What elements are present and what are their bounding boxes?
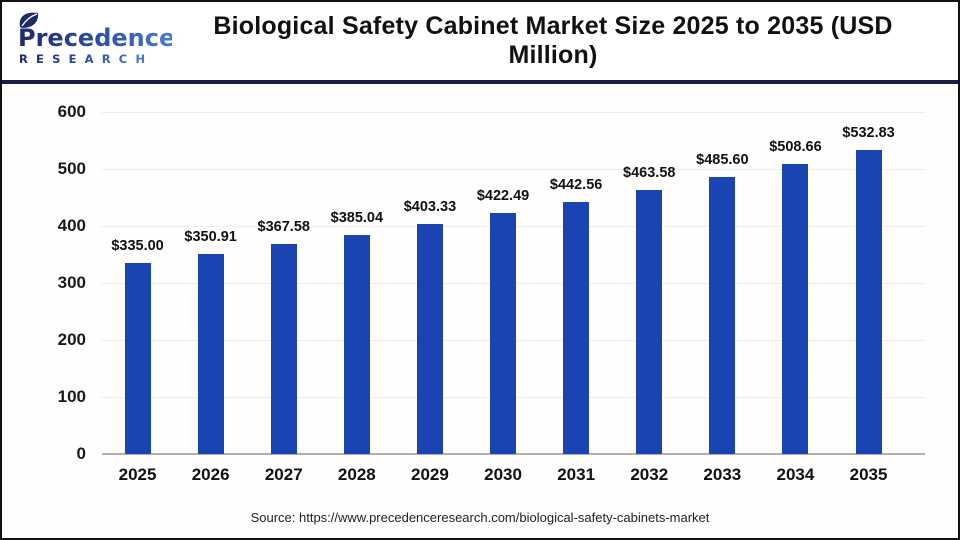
x-tick-label-2031: 2031 <box>557 465 596 484</box>
x-tick-label-2027: 2027 <box>264 465 303 484</box>
logo-subtitle-text: RESEARCH <box>19 52 153 66</box>
bar-2028 <box>343 234 370 454</box>
logo-leaf-icon <box>19 12 39 28</box>
bar-value-label-2032: $463.58 <box>623 164 676 181</box>
x-tick-label-2032: 2032 <box>630 465 669 484</box>
bar-2026 <box>197 253 224 454</box>
precedence-research-logo: Precedence RESEARCH <box>16 10 175 73</box>
gridline-600 <box>102 111 925 113</box>
y-tick-label-500: 500 <box>57 159 86 178</box>
bar-2027 <box>270 244 297 454</box>
y-tick-label-400: 400 <box>57 216 86 235</box>
bar-value-label-2031: $442.56 <box>549 176 603 193</box>
bar-value-label-2033: $485.60 <box>696 152 749 169</box>
header: Precedence RESEARCH Biological Safety Ca… <box>2 2 958 80</box>
bar-value-label-2028: $385.04 <box>330 209 384 226</box>
x-tick-label-2033: 2033 <box>703 465 742 484</box>
header-divider <box>2 80 958 84</box>
bar-2029 <box>416 224 443 454</box>
bar-value-label-2027: $367.58 <box>257 219 310 236</box>
bar-value-label-2025: $335.00 <box>111 238 164 255</box>
bar-2031 <box>563 201 590 454</box>
y-tick-label-200: 200 <box>57 330 86 349</box>
page-title: Biological Safety Cabinet Market Size 20… <box>213 12 893 69</box>
logo-brand-text: Precedence <box>18 24 172 52</box>
bar-2033 <box>709 177 736 454</box>
x-tick-label-2025: 2025 <box>118 465 157 484</box>
bar-2030 <box>490 213 517 454</box>
x-tick-label-2030: 2030 <box>484 465 522 484</box>
logo-graphic: Precedence RESEARCH <box>18 12 175 66</box>
x-tick-label-2034: 2034 <box>776 465 815 484</box>
bar-chart: Source: https://www.precedenceresearch.c… <box>2 84 958 538</box>
x-axis-line <box>102 453 925 455</box>
x-tick-label-2026: 2026 <box>191 465 230 484</box>
bar-value-label-2026: $350.91 <box>184 228 237 245</box>
x-tick-label-2035: 2035 <box>849 465 888 484</box>
x-tick-label-2028: 2028 <box>337 465 376 484</box>
y-tick-label-600: 600 <box>57 102 86 121</box>
bar-2034 <box>782 164 809 454</box>
source-text: Source: https://www.precedenceresearch.c… <box>250 510 710 525</box>
y-tick-label-300: 300 <box>57 273 86 292</box>
bar-value-label-2030: $422.49 <box>476 188 530 205</box>
bar-2035 <box>855 150 882 454</box>
bar-value-label-2029: $403.33 <box>403 199 457 216</box>
bar-2025 <box>124 263 151 454</box>
bar-value-label-2035: $532.83 <box>842 125 895 142</box>
bar-2032 <box>636 189 663 454</box>
gridline-500 <box>102 168 925 170</box>
bar-value-label-2034: $508.66 <box>769 139 822 156</box>
y-tick-label-0: 0 <box>76 444 86 463</box>
y-tick-label-100: 100 <box>57 387 86 406</box>
x-tick-label-2029: 2029 <box>411 465 449 484</box>
